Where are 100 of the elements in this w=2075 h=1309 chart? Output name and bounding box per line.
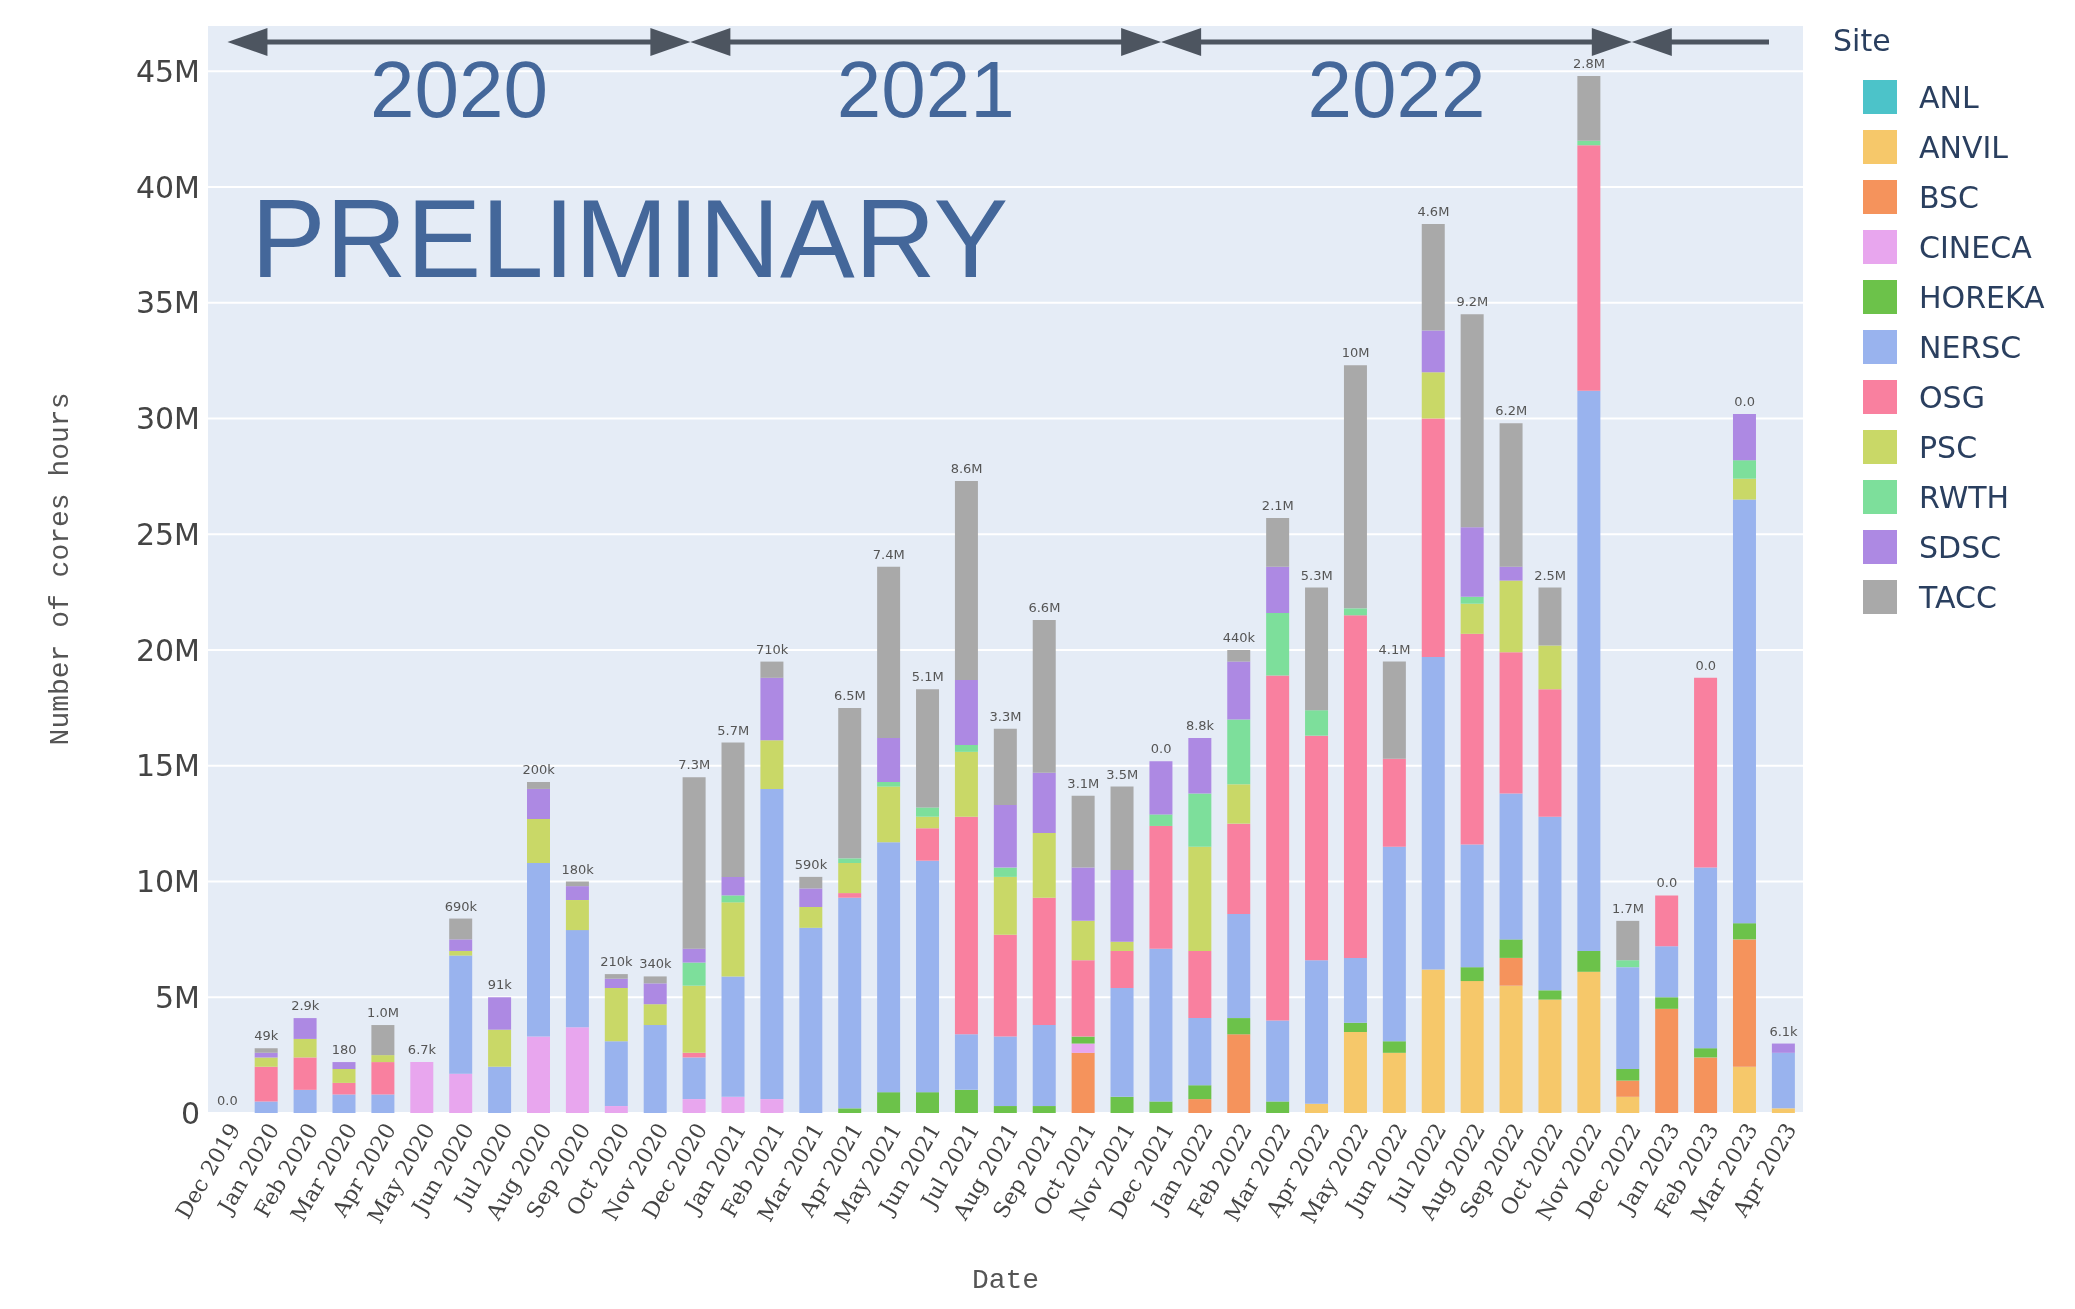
bar <box>682 1057 706 1100</box>
annotation: 2.1M <box>1261 498 1294 514</box>
bar <box>721 876 745 896</box>
bar <box>1305 710 1329 736</box>
bar <box>1577 390 1601 951</box>
bar <box>1655 946 1679 998</box>
legend-label: OSG <box>1919 379 1985 415</box>
y-tick-label: 0 <box>180 1095 200 1131</box>
bar <box>332 1094 356 1113</box>
annotation: 710k <box>755 641 789 657</box>
bar <box>993 805 1017 868</box>
y-tick-label: 45M <box>135 53 200 89</box>
bar <box>1343 1031 1367 1113</box>
bar <box>1149 814 1173 826</box>
bar <box>410 1062 434 1113</box>
legend-label: CINECA <box>1919 229 2032 265</box>
bar <box>1149 761 1173 815</box>
legend-label: TACC <box>1919 579 1997 615</box>
legend-label: RWTH <box>1919 479 2010 515</box>
bar <box>1149 825 1173 949</box>
bar <box>1382 758 1406 847</box>
bar <box>1499 652 1523 794</box>
bar <box>1655 1008 1679 1113</box>
bar <box>604 1106 628 1113</box>
bar <box>1266 1101 1290 1113</box>
bar <box>954 751 978 817</box>
legend-label: ANL <box>1919 79 1979 115</box>
annotation: 8.6M <box>950 461 983 477</box>
bar <box>1694 867 1718 1049</box>
bar <box>1266 675 1290 1021</box>
bar <box>643 983 667 1005</box>
bar <box>682 948 706 963</box>
bar <box>527 862 550 1037</box>
bar <box>1499 580 1523 653</box>
bar <box>1227 823 1251 914</box>
bar <box>1499 423 1523 567</box>
bar <box>449 939 473 951</box>
annotation: 2022 <box>1306 45 1487 134</box>
annotation: 340k <box>639 956 673 972</box>
y-tick-label: 35M <box>135 285 200 321</box>
bar <box>877 786 901 843</box>
bar <box>760 740 784 789</box>
bar <box>1732 939 1756 1067</box>
bar <box>488 997 512 1030</box>
bar <box>643 976 667 984</box>
bar <box>1266 518 1290 567</box>
bar <box>993 1106 1017 1113</box>
bar <box>1460 981 1484 1113</box>
bar <box>838 707 862 859</box>
bar <box>1343 615 1367 958</box>
bar <box>721 895 745 903</box>
bar <box>604 1041 628 1107</box>
y-tick-label: 40M <box>135 169 200 205</box>
y-tick-label: 30M <box>135 401 200 437</box>
annotation: 7.4M <box>872 546 905 562</box>
bar <box>1577 971 1601 1113</box>
bar <box>1227 1034 1251 1113</box>
bar <box>1460 596 1484 604</box>
bar <box>604 974 628 979</box>
annotation: 8.8k <box>1185 717 1215 733</box>
annotation: 2.5M <box>1534 567 1567 583</box>
bar <box>488 1029 512 1067</box>
bar <box>1732 478 1756 500</box>
y-tick-label: 10M <box>135 864 200 900</box>
bar <box>1227 913 1251 1019</box>
bar <box>682 1099 706 1113</box>
bar <box>488 1066 512 1113</box>
bar <box>1421 372 1445 419</box>
bar <box>1032 832 1056 898</box>
bar <box>1421 969 1445 1113</box>
legend-label: PSC <box>1919 429 1978 465</box>
bar <box>1305 735 1329 961</box>
bar <box>1227 719 1251 785</box>
y-tick-label: 20M <box>135 632 200 668</box>
bar <box>1149 948 1173 1102</box>
bar <box>799 927 823 1113</box>
bar <box>1732 1066 1756 1113</box>
bar <box>1305 587 1329 711</box>
bar <box>1499 566 1523 581</box>
bar <box>1732 460 1756 479</box>
annotation: 5.1M <box>911 669 944 685</box>
bar <box>799 888 823 907</box>
bar <box>1382 1052 1406 1113</box>
annotation: 2021 <box>835 45 1016 134</box>
annotation: 0.0 <box>217 1093 238 1108</box>
bar <box>604 978 628 988</box>
bar <box>1771 1052 1795 1109</box>
bar <box>993 728 1017 806</box>
bar <box>993 867 1017 877</box>
bar <box>565 1027 589 1113</box>
bar <box>371 1025 395 1056</box>
bar <box>1499 957 1523 986</box>
bar <box>1032 772 1056 833</box>
bar <box>799 906 823 928</box>
annotation: 6.1k <box>1769 1023 1799 1039</box>
bar <box>1460 527 1484 597</box>
bar <box>1655 997 1679 1009</box>
annotation: 3.5M <box>1106 766 1139 782</box>
annotation: 180 <box>331 1042 357 1058</box>
bar <box>643 1004 667 1026</box>
